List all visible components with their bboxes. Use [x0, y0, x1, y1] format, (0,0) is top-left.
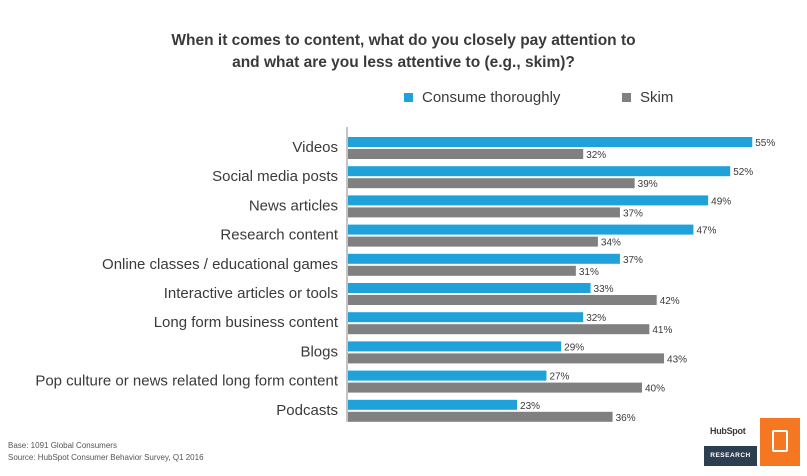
data-label-skim-news-articles: 37% — [623, 208, 643, 219]
category-label-podcasts: Podcasts — [276, 402, 338, 419]
data-label-skim-online-classes-educational-games: 31% — [579, 267, 599, 278]
bar-skim-research-content — [348, 236, 598, 247]
data-label-consume-thoroughly-research-content: 47% — [696, 226, 716, 237]
legend-item-skim: Skim — [622, 89, 673, 106]
data-label-skim-social-media-posts: 39% — [638, 179, 658, 190]
bar-skim-online-classes-educational-games — [348, 265, 576, 276]
data-label-skim-long-form-business-content: 41% — [652, 325, 672, 336]
research-label: RESEARCH — [704, 446, 757, 466]
category-label-online-classes-educational-games: Online classes / educational games — [102, 256, 338, 273]
bar-skim-social-media-posts — [348, 178, 635, 189]
data-label-consume-thoroughly-long-form-business-content: 32% — [586, 313, 606, 324]
legend-label-consume-thoroughly: Consume thoroughly — [422, 89, 561, 106]
data-label-consume-thoroughly-blogs: 29% — [564, 342, 584, 353]
category-label-long-form-business-content: Long form business content — [154, 314, 339, 331]
bar-consume-thoroughly-social-media-posts — [348, 166, 731, 177]
bar-skim-pop-culture-or-news-related-long-form-content — [348, 382, 642, 393]
hubspot-research-badge: HubSpot RESEARCH — [704, 418, 800, 466]
legend-item-consume-thoroughly: Consume thoroughly — [404, 89, 560, 106]
data-label-skim-blogs: 43% — [667, 354, 687, 365]
legend-swatch-consume-thoroughly — [404, 93, 413, 102]
category-label-videos: Videos — [292, 139, 338, 156]
chart-title: When it comes to content, what do you cl… — [0, 30, 807, 74]
clipboard-chart-icon — [772, 430, 788, 452]
chart-title-line-2: and what are you less attentive to (e.g.… — [232, 54, 575, 71]
bar-consume-thoroughly-blogs — [348, 341, 562, 352]
data-label-skim-videos: 32% — [586, 150, 606, 161]
bar-consume-thoroughly-online-classes-educational-games — [348, 253, 620, 264]
category-label-pop-culture-or-news-related-long-form-content: Pop culture or news related long form co… — [35, 373, 338, 390]
bar-skim-podcasts — [348, 411, 613, 422]
legend-label-skim: Skim — [640, 89, 674, 106]
badge-brand-block: HubSpot RESEARCH — [704, 418, 757, 466]
bar-consume-thoroughly-long-form-business-content — [348, 312, 584, 323]
bar-skim-blogs — [348, 353, 665, 364]
chart-title-line-1: When it comes to content, what do you cl… — [171, 32, 636, 49]
category-label-news-articles: News articles — [249, 197, 338, 214]
category-label-blogs: Blogs — [300, 343, 338, 360]
bar-consume-thoroughly-news-articles — [348, 195, 709, 206]
data-label-skim-interactive-articles-or-tools: 42% — [660, 296, 680, 307]
category-label-interactive-articles-or-tools: Interactive articles or tools — [164, 285, 338, 302]
bar-skim-news-articles — [348, 207, 620, 218]
category-label-research-content: Research content — [220, 227, 338, 244]
bar-consume-thoroughly-research-content — [348, 224, 694, 235]
bar-consume-thoroughly-podcasts — [348, 399, 518, 410]
data-label-consume-thoroughly-interactive-articles-or-tools: 33% — [594, 284, 614, 295]
data-label-consume-thoroughly-pop-culture-or-news-related-long-form-content: 27% — [549, 372, 569, 383]
bar-consume-thoroughly-pop-culture-or-news-related-long-form-content — [348, 370, 547, 381]
data-label-consume-thoroughly-online-classes-educational-games: 37% — [623, 255, 643, 266]
bar-consume-thoroughly-videos — [348, 137, 753, 147]
data-label-consume-thoroughly-videos: 55% — [755, 138, 775, 149]
footer-base: Base: 1091 Global Consumers — [8, 441, 117, 450]
bar-skim-long-form-business-content — [348, 324, 650, 335]
data-label-skim-pop-culture-or-news-related-long-form-content: 40% — [645, 384, 665, 395]
badge-icon-block — [760, 418, 800, 466]
data-label-consume-thoroughly-podcasts: 23% — [520, 401, 540, 412]
bar-skim-interactive-articles-or-tools — [348, 295, 657, 305]
legend-swatch-skim — [622, 93, 631, 102]
data-label-skim-podcasts: 36% — [616, 413, 636, 424]
category-label-social-media-posts: Social media posts — [212, 168, 338, 185]
data-label-consume-thoroughly-news-articles: 49% — [711, 196, 731, 207]
bar-skim-videos — [348, 149, 584, 159]
bar-consume-thoroughly-interactive-articles-or-tools — [348, 283, 591, 293]
footer-source: Source: HubSpot Consumer Behavior Survey… — [8, 453, 204, 462]
hubspot-logo: HubSpot — [710, 426, 746, 436]
data-label-consume-thoroughly-social-media-posts: 52% — [733, 167, 753, 178]
data-label-skim-research-content: 34% — [601, 238, 621, 249]
